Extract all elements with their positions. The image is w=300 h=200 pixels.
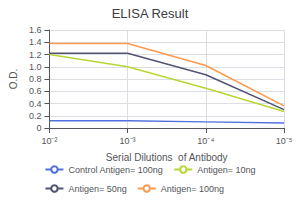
- svg-text:ELISA Result: ELISA Result: [112, 6, 189, 21]
- svg-text:Antigen= 10ng: Antigen= 10ng: [197, 165, 255, 175]
- svg-text:0.8: 0.8: [29, 74, 42, 84]
- svg-text:1.2: 1.2: [29, 50, 42, 60]
- svg-text:Antigen= 100ng: Antigen= 100ng: [161, 184, 224, 194]
- svg-text:Control Antigen= 100ng: Control Antigen= 100ng: [68, 165, 162, 175]
- svg-text:10⁻³: 10⁻³: [120, 136, 136, 146]
- svg-text:1.4: 1.4: [29, 37, 42, 47]
- svg-text:0.4: 0.4: [29, 99, 42, 109]
- svg-text:0.2: 0.2: [29, 111, 42, 121]
- svg-text:10⁻⁵: 10⁻⁵: [276, 136, 293, 146]
- svg-text:1.0: 1.0: [29, 62, 42, 72]
- svg-text:Serial Dilutions of Antibody: Serial Dilutions of Antibody: [106, 152, 228, 163]
- svg-text:O.D.: O.D.: [8, 69, 19, 90]
- svg-text:1.6: 1.6: [29, 25, 42, 35]
- svg-text:10⁻²: 10⁻²: [41, 136, 57, 146]
- svg-text:0.6: 0.6: [29, 86, 42, 96]
- svg-text:Antigen= 50ng: Antigen= 50ng: [68, 184, 126, 194]
- svg-text:0: 0: [36, 123, 41, 133]
- svg-text:10⁻⁴: 10⁻⁴: [197, 136, 214, 146]
